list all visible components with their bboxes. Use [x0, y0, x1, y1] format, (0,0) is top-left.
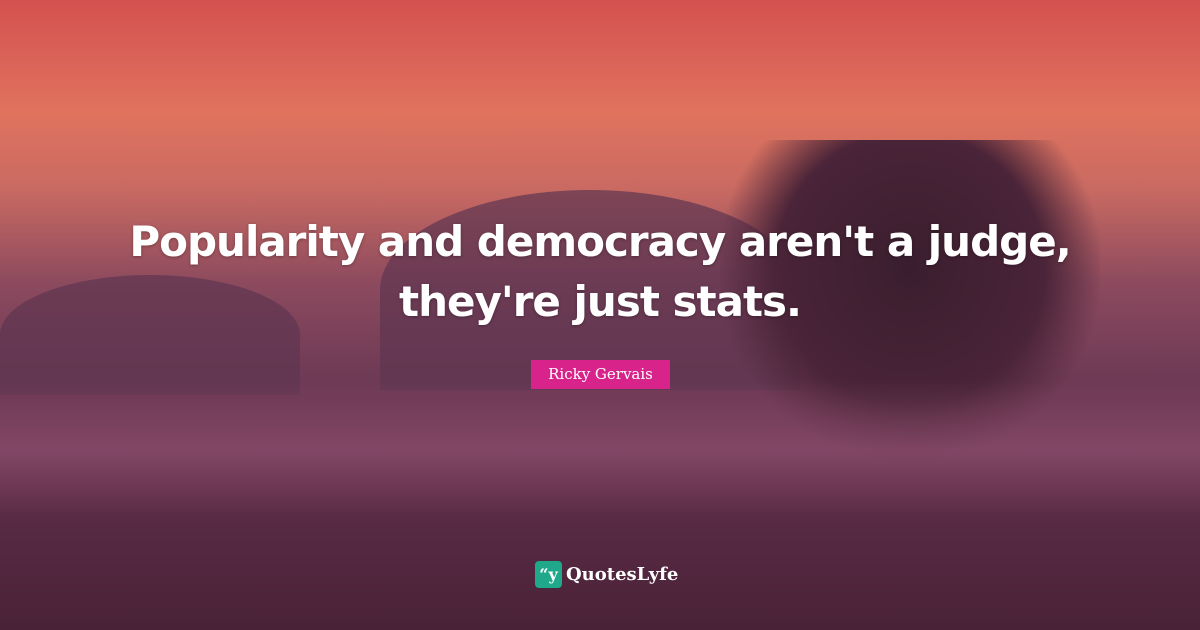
- quote-icon: “y: [535, 561, 562, 588]
- fog: [0, 380, 1200, 520]
- tree: [720, 140, 1100, 460]
- hill: [0, 275, 300, 395]
- brand-name: QuotesLyfe: [566, 564, 679, 585]
- author-badge[interactable]: Ricky Gervais: [531, 360, 670, 389]
- quote-line-1: Popularity and democracy aren't a judge,: [129, 217, 1071, 266]
- quote-line-2: they're just stats.: [399, 277, 802, 326]
- quote-text: Popularity and democracy aren't a judge,…: [0, 212, 1200, 332]
- brand-logo[interactable]: “y QuotesLyfe: [535, 561, 678, 588]
